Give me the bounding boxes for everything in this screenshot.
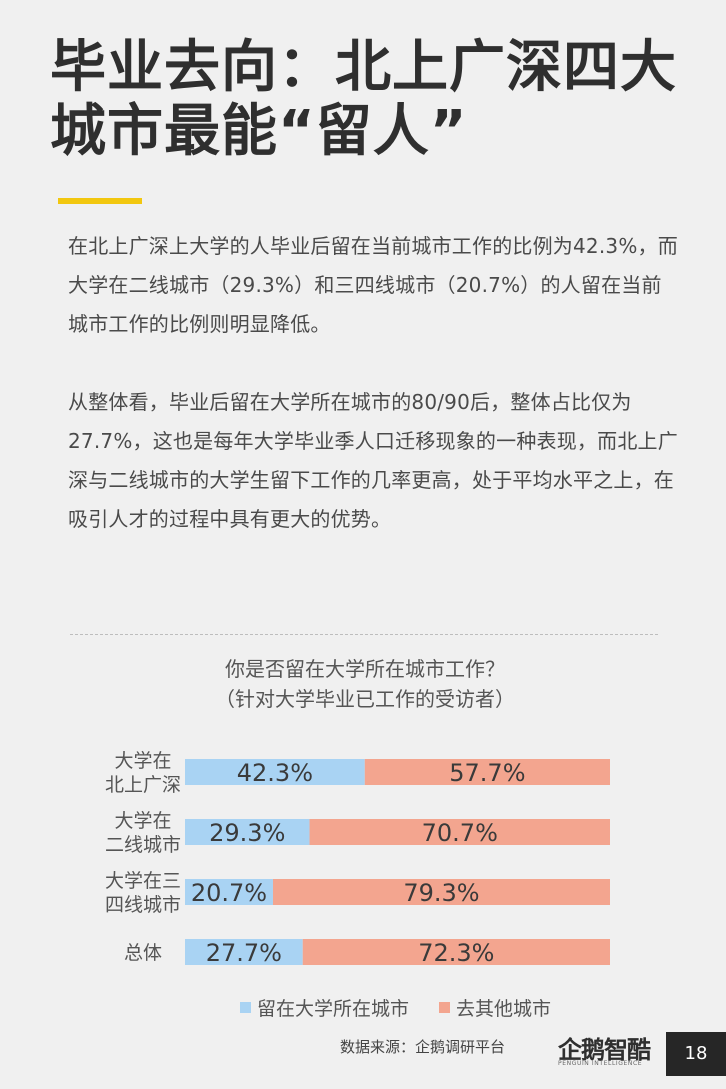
legend-label-stay: 留在大学所在城市 (257, 998, 410, 1020)
bar-leave (302, 939, 610, 965)
bar-stay (185, 819, 310, 845)
legend-swatch-leave (439, 1002, 451, 1013)
bar-stay (185, 879, 273, 905)
page-title: 毕业去向：北上广深四大城市最能“留人” (50, 35, 677, 164)
legend-item-leave: 去其他城市 (439, 994, 551, 1021)
category-label-line: 北上广深 (105, 774, 181, 796)
legend-swatch-stay (240, 1002, 251, 1013)
legend-label-leave: 去其他城市 (456, 998, 552, 1020)
bar-data-label: 29.3% (209, 819, 285, 847)
bar-stay (185, 759, 365, 785)
bar-data-label: 70.7% (422, 819, 498, 847)
bar-leave (272, 879, 610, 905)
category-label: 总体 (124, 942, 162, 964)
legend-item-stay: 留在大学所在城市 (240, 994, 409, 1021)
bar-data-label: 42.3% (237, 759, 313, 787)
title-accent-line (58, 198, 142, 204)
intro-paragraph: 在北上广深上大学的人毕业后留在当前城市工作的比例为42.3%，而大学在二线城市（… (68, 234, 678, 336)
bar-data-label: 27.7% (206, 939, 282, 967)
page-number: 18 (666, 1032, 726, 1076)
bar-data-label: 79.3% (403, 879, 479, 907)
category-label: 大学在三四线城市 (105, 870, 181, 916)
bar-data-label: 72.3% (418, 939, 494, 967)
chart-legend: 留在大学所在城市 去其他城市 (240, 994, 581, 1021)
logo-subtext: PENGUIN INTELLIGENCE (558, 1060, 643, 1067)
bar-stay (185, 939, 303, 965)
bar-data-label: 57.7% (449, 759, 525, 787)
chart-title: 你是否留在大学所在城市工作？ (225, 657, 505, 681)
bar-data-label: 20.7% (191, 879, 267, 907)
category-label-line: 大学在三 (105, 870, 181, 892)
category-label-line: 二线城市 (105, 834, 181, 856)
category-label-line: 总体 (124, 942, 162, 964)
bar-leave (364, 759, 610, 785)
chart-subtitle: （针对大学毕业已工作的受访者） (215, 687, 515, 711)
dashed-divider (70, 634, 658, 635)
category-label: 大学在二线城市 (105, 810, 181, 856)
penguin-intelligence-logo: 企鹅智酷 PENGUIN INTELLIGENCE (552, 1030, 662, 1078)
data-source: 数据来源：企鹅调研平台 (340, 1038, 506, 1056)
logo-text: 企鹅智酷 (558, 1036, 651, 1064)
summary-paragraph: 从整体看，毕业后留在大学所在城市的80/90后，整体占比仅为27.7%，这也是每… (68, 390, 678, 531)
category-label-line: 大学在 (114, 810, 171, 832)
stacked-bar-chart: 大学在北上广深 42.3% 57.7%大学在二线城市 29.3% 70.7%大学在三四线… (105, 750, 610, 967)
category-label-line: 四线城市 (105, 894, 181, 916)
bar-leave (309, 819, 610, 845)
category-label-line: 大学在 (114, 750, 171, 772)
category-label: 大学在北上广深 (105, 750, 181, 796)
